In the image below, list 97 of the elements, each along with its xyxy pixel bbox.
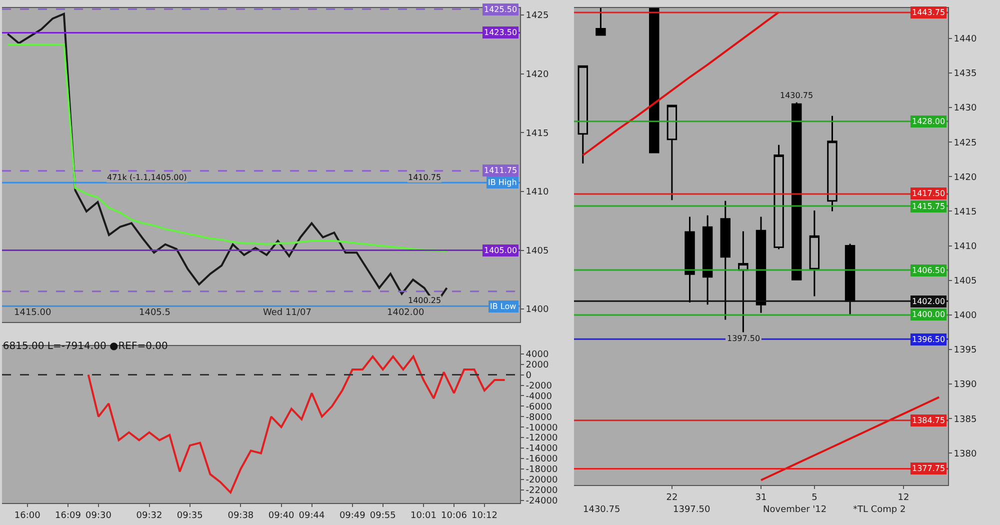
ref-line-label: IB Low: [490, 302, 517, 311]
text: 1397.50: [673, 505, 710, 515]
ref-line-label: 1396.50: [912, 335, 946, 344]
y-tick-label: -22000: [526, 486, 558, 496]
ref-line-label: 1384.75: [912, 416, 946, 425]
candlestick: [666, 104, 678, 201]
candlestick: [756, 216, 766, 314]
y-tick-label: 0: [526, 370, 532, 381]
line-series: [582, 11, 780, 156]
x-tick-label: 5: [812, 492, 818, 503]
y-tick-label: -14000: [526, 444, 558, 454]
x-tick-label: 09:44: [298, 510, 326, 521]
y-tick-label: 1395: [954, 346, 977, 356]
candlestick: [720, 200, 730, 321]
y-tick-label: 1380: [954, 449, 977, 460]
candlestick: [809, 210, 820, 298]
annotation: 1415.00: [14, 308, 52, 318]
x-tick-label: 09:30: [86, 510, 112, 521]
ref-line-label: 1377.75: [912, 464, 946, 473]
x-tick-label: 16:09: [55, 510, 82, 521]
x-tick-label: 09:38: [228, 510, 254, 521]
x-tick-label: 10:06: [441, 510, 468, 521]
y-tick-label: 1400: [954, 311, 977, 322]
y-tick-label: -20000: [526, 476, 558, 486]
candlestick: [844, 242, 856, 315]
y-tick-label: -2000: [526, 381, 552, 392]
candlestick: [684, 216, 695, 304]
ref-line-label: 1417.50: [912, 189, 946, 198]
x-tick-label: 10:01: [410, 510, 436, 521]
x-tick-label: 09:55: [370, 510, 396, 521]
ref-line-label: 1425.50: [484, 5, 518, 14]
y-tick-label: -10000: [526, 423, 558, 434]
ref-line-label: 1428.00: [912, 117, 946, 126]
y-tick-label: 1425: [954, 138, 977, 148]
y-tick-label: 1385: [954, 414, 977, 425]
y-tick-label: -12000: [526, 434, 558, 444]
ref-line-label: IB High: [488, 178, 517, 187]
ref-line-label: 1443.75: [912, 8, 946, 17]
y-tick-label: -24000: [526, 496, 558, 507]
y-tick-label: 1440: [954, 34, 977, 45]
y-tick-label: 2000: [526, 360, 549, 370]
annotation: 1430.75: [780, 91, 814, 100]
annotation: 1410.75: [408, 173, 442, 182]
y-tick-label: 1410: [526, 188, 549, 198]
candlestick: [738, 230, 748, 333]
x-tick-label: 09:49: [339, 510, 366, 521]
annotation: 1400.25: [408, 296, 442, 305]
y-tick-label: 1430: [954, 104, 977, 114]
ref-line-label: 1402.00: [912, 297, 946, 306]
y-tick-label: -16000: [526, 454, 558, 465]
x-tick-label: 09:35: [176, 510, 203, 521]
y-tick-label: 1390: [954, 380, 977, 390]
ref-line-label: 1411.75: [484, 166, 518, 175]
candlestick: [596, 8, 606, 36]
candlestick: [702, 214, 713, 306]
y-tick-label: -18000: [526, 465, 558, 476]
line-series: [6, 43, 448, 252]
y-tick-label: 1420: [954, 172, 977, 183]
text: November '12: [763, 505, 827, 515]
ref-line-label: 1415.75: [912, 202, 946, 211]
x-tick-label: 31: [755, 492, 767, 503]
ref-line-label: 1405.00: [484, 246, 518, 255]
y-tick-label: 1400: [526, 305, 549, 316]
y-tick-label: -6000: [526, 402, 552, 412]
y-tick-label: 1425: [526, 11, 549, 22]
y-tick-label: 4000: [526, 350, 549, 360]
y-tick-label: 1410: [954, 242, 977, 252]
x-tick-label: 22: [666, 492, 678, 503]
text: *TL Comp 2: [853, 505, 906, 515]
x-tick-label: 16:00: [14, 510, 41, 521]
y-tick-label: 1405: [526, 246, 549, 256]
y-tick-label: 1405: [954, 276, 977, 287]
candlestick: [774, 144, 784, 250]
annotation: 1405.5: [139, 308, 170, 318]
ref-line-label: 1400.00: [912, 310, 946, 319]
candlestick: [827, 115, 838, 212]
y-tick-label: 1420: [526, 70, 549, 80]
ref-line-label: 1406.50: [912, 266, 946, 275]
y-tick-label: 1415: [526, 128, 549, 139]
y-tick-label: 1435: [954, 69, 977, 80]
y-tick-label: 1415: [954, 207, 977, 218]
x-tick-label: 12: [898, 492, 910, 503]
text: 1430.75: [583, 505, 620, 515]
annotation: 1397.50: [727, 334, 760, 343]
ref-line-label: 1423.50: [484, 28, 518, 37]
x-tick-label: 09:40: [268, 510, 295, 521]
annotation: 471k (-1.1,1405.00): [107, 173, 187, 182]
x-tick-label: 10:12: [471, 510, 498, 521]
x-tick-label: 09:32: [136, 510, 162, 521]
line-series: [87, 355, 506, 494]
annotation: 1402.00: [387, 308, 424, 318]
candlestick: [578, 65, 588, 164]
y-tick-label: -8000: [526, 412, 552, 423]
candlestick: [792, 102, 802, 282]
annotation: Wed 11/07: [263, 308, 312, 318]
candlestick: [649, 8, 660, 154]
y-tick-label: -4000: [526, 392, 552, 402]
